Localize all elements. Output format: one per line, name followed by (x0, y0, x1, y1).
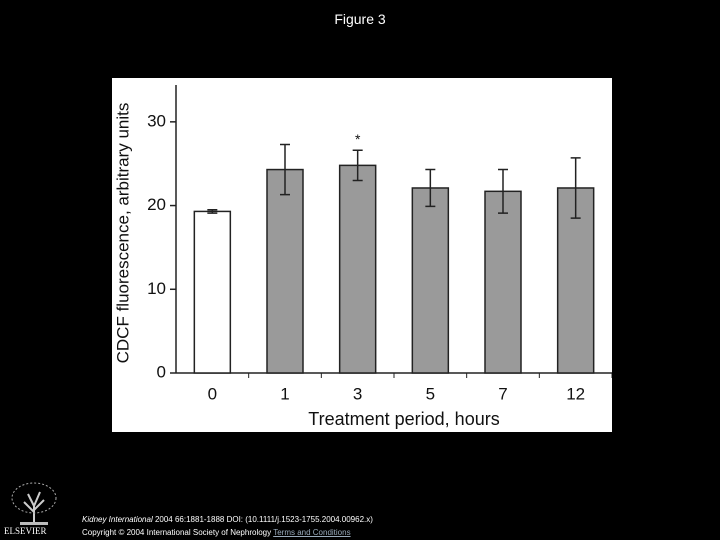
bar (411, 187, 450, 374)
x-tick-label: 3 (353, 384, 362, 403)
x-tick-label: 1 (280, 384, 289, 403)
error-bar (570, 157, 581, 219)
x-tick-label: 12 (566, 384, 585, 403)
bar (266, 168, 304, 374)
terms-link[interactable]: Terms and Conditions (273, 528, 351, 537)
x-tick-label: 0 (208, 384, 217, 403)
error-bar (280, 143, 290, 196)
bar (338, 164, 377, 374)
x-axis-label: Treatment period, hours (308, 409, 499, 429)
y-axis-label: CDCF fluorescence, arbitrary units (113, 103, 132, 364)
logo-text: ELSEVIER (4, 526, 47, 536)
error-bar (425, 168, 436, 208)
annotation: * (355, 131, 361, 147)
y-tick-label: 20 (147, 195, 166, 214)
x-tick-label: 5 (426, 384, 435, 403)
error-bar (207, 208, 218, 214)
y-tick-label: 0 (157, 362, 166, 381)
slide-title: Figure 3 (334, 11, 386, 27)
error-bar (352, 149, 363, 182)
y-tick-label: 10 (147, 279, 166, 298)
journal: Kidney International (82, 515, 153, 524)
copyright-text: Copyright © 2004 International Society o… (82, 528, 272, 537)
bar (193, 210, 232, 374)
y-tick-label: 30 (147, 111, 166, 130)
publisher-logo (6, 478, 62, 536)
bar (484, 190, 522, 374)
copyright: Copyright © 2004 International Society o… (82, 528, 351, 537)
x-tick-label: 7 (498, 384, 507, 403)
citation-text: 2004 66:1881-1888 DOI: (10.1111/j.1523-1… (154, 515, 373, 524)
citation: Kidney International 2004 66:1881-1888 D… (82, 515, 373, 524)
error-bar (498, 168, 508, 214)
